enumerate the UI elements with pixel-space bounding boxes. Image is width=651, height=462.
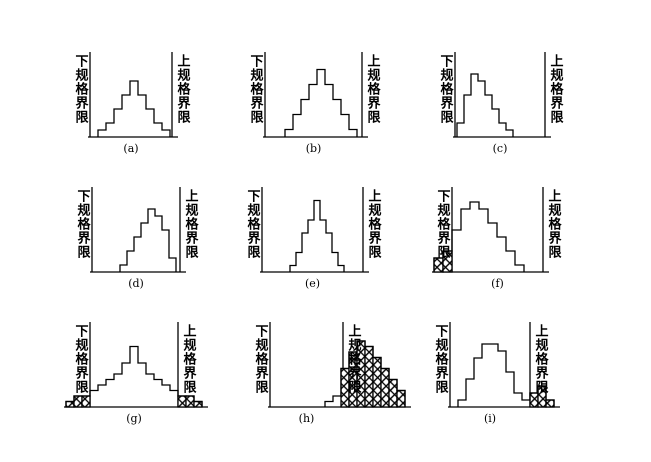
lower-limit-label: 下规格界限	[75, 189, 91, 259]
histogram-outline	[324, 340, 406, 407]
caption: (g)	[126, 412, 142, 425]
caption: (d)	[128, 277, 144, 290]
upper-limit-label: 上规格界限	[533, 324, 549, 394]
hatched-bin	[65, 400, 75, 408]
upper-limit-label: 上规格界限	[548, 54, 564, 124]
histogram-outline	[65, 345, 203, 407]
hatched-bin	[177, 395, 187, 408]
histogram-outline	[289, 199, 345, 272]
lower-limit-label: 下规格界限	[253, 324, 269, 394]
hatched-bin	[529, 392, 539, 408]
hatched-bin	[364, 345, 374, 408]
histogram-outline	[119, 208, 177, 272]
caption: (i)	[484, 412, 496, 425]
hatched-bin	[81, 395, 91, 408]
caption: (e)	[305, 277, 320, 290]
histogram-outline	[457, 343, 555, 407]
hatched-bin	[433, 257, 444, 273]
upper-limit-label: 上规格界限	[365, 54, 381, 124]
lower-limit-label: 下规格界限	[248, 54, 264, 124]
hatched-bin	[372, 356, 382, 408]
upper-limit-label: 上规格界限	[366, 189, 382, 259]
upper-limit-label: 上规格界限	[181, 324, 197, 394]
histogram-outline	[456, 73, 514, 137]
upper-limit-label: 上规格界限	[346, 324, 362, 394]
caption: (h)	[299, 412, 315, 425]
hatched-bin	[396, 389, 406, 408]
caption: (f)	[491, 277, 504, 290]
caption: (c)	[493, 142, 508, 155]
hatched-bin	[73, 395, 83, 408]
lower-limit-label: 下规格界限	[73, 324, 89, 394]
hatched-bin	[193, 400, 203, 408]
hatched-bin	[388, 378, 398, 408]
lower-limit-label: 下规格界限	[245, 189, 261, 259]
lower-limit-label: 下规格界限	[73, 54, 89, 124]
lower-limit-label: 下规格界限	[435, 189, 451, 259]
lower-limit-label: 下规格界限	[438, 54, 454, 124]
histogram-outline	[97, 80, 171, 137]
histogram-outline	[284, 68, 358, 137]
caption: (b)	[306, 142, 322, 155]
lower-limit-label: 下规格界限	[433, 324, 449, 394]
upper-limit-label: 上规格界限	[546, 189, 562, 259]
hatched-bin	[185, 395, 195, 408]
histogram-outline	[433, 201, 525, 272]
caption: (a)	[123, 142, 138, 155]
upper-limit-label: 上规格界限	[183, 189, 199, 259]
hatched-bin	[545, 399, 555, 408]
hatched-bin	[380, 367, 390, 408]
upper-limit-label: 上规格界限	[175, 54, 191, 124]
